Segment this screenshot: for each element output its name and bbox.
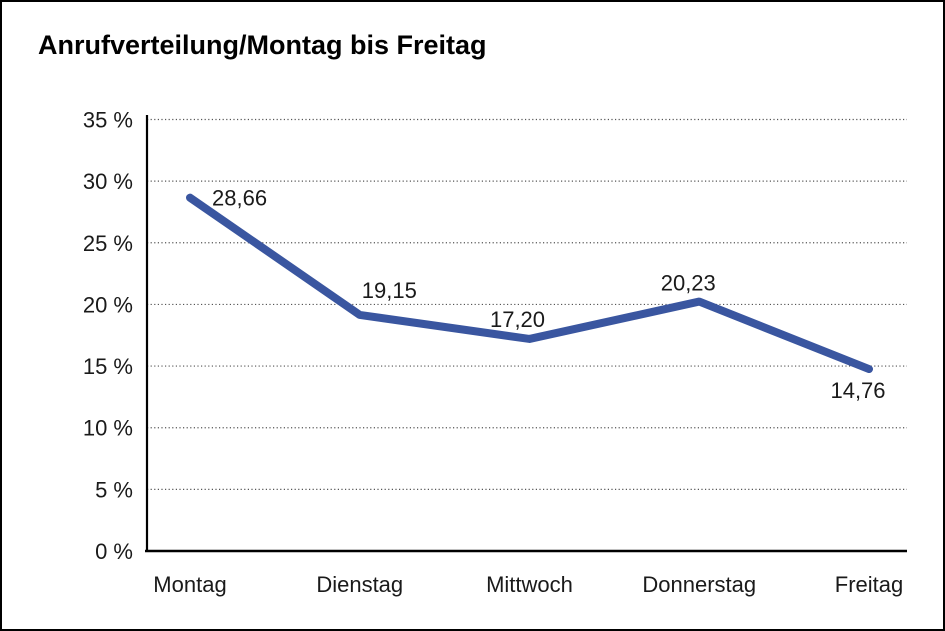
series-line [186, 193, 873, 374]
data-point-label: 28,66 [212, 186, 267, 211]
data-point-label: 14,76 [830, 378, 885, 403]
y-tick-label: 15 % [83, 354, 133, 379]
data-point-label: 19,15 [362, 278, 417, 303]
y-tick-label: 10 % [83, 416, 133, 441]
x-category-label: Dienstag [316, 572, 403, 597]
y-tick-label: 25 % [83, 231, 133, 256]
x-category-label: Mittwoch [486, 572, 573, 597]
chart-title: Anrufverteilung/Montag bis Freitag [38, 30, 487, 60]
x-category-label: Donnerstag [642, 572, 756, 597]
y-tick-label: 20 % [83, 292, 133, 317]
x-category-label: Freitag [835, 572, 903, 597]
y-tick-label: 0 % [95, 539, 133, 564]
x-category-label: Montag [153, 572, 226, 597]
y-tick-label: 30 % [83, 169, 133, 194]
y-tick-label: 5 % [95, 477, 133, 502]
data-point-label: 20,23 [661, 271, 716, 296]
data-point-label: 17,20 [490, 307, 545, 332]
y-tick-label: 35 % [83, 108, 133, 133]
